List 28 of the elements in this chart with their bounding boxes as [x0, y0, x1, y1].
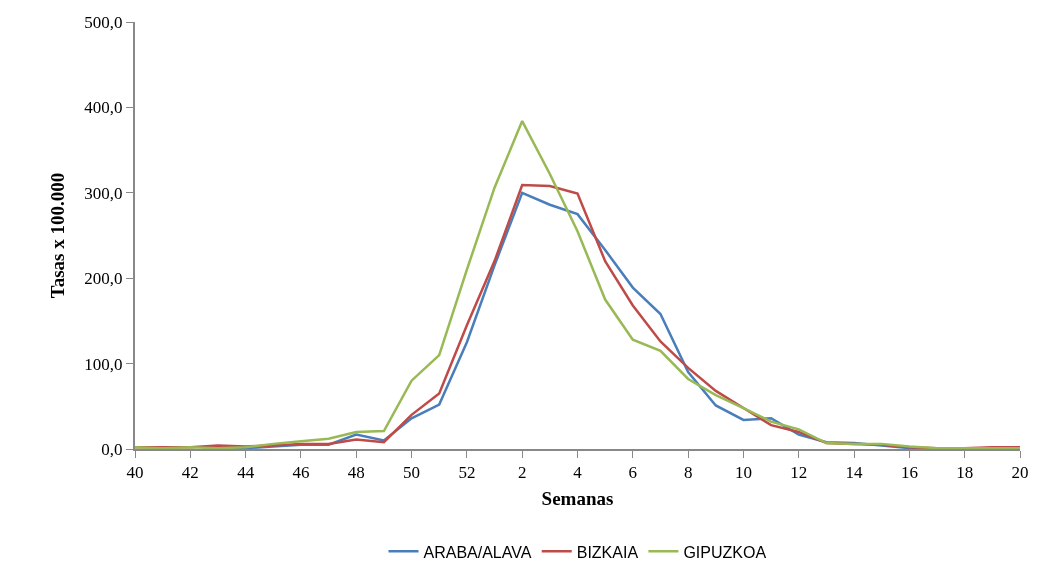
x-tick-label: 6: [628, 463, 638, 483]
x-tick-label: 16: [900, 463, 918, 483]
x-tick-label: 50: [403, 463, 421, 483]
x-tick-label: 44: [237, 463, 255, 483]
x-axis-title: Semanas: [541, 487, 614, 509]
x-tick-label: 2: [517, 463, 527, 483]
x-tick-label: 42: [181, 463, 199, 483]
x-tick-label: 48: [347, 463, 365, 483]
legend-label: ARABA/ALAVA: [423, 543, 532, 561]
legend-label: BIZKAIA: [576, 543, 639, 561]
y-tick-label: 300,0: [84, 183, 123, 203]
y-tick-label: 0,0: [101, 439, 123, 459]
x-tick-label: 14: [845, 463, 864, 483]
x-tick-label: 10: [734, 463, 752, 483]
x-tick-label: 18: [956, 463, 974, 483]
y-tick-label: 500,0: [84, 12, 123, 32]
y-tick-label: 400,0: [84, 98, 123, 118]
x-tick-label: 4: [573, 463, 583, 483]
x-tick-label: 46: [292, 463, 310, 483]
y-axis-title: Tasas x 100.000: [46, 172, 68, 299]
x-tick-label: 52: [458, 463, 476, 483]
y-tick-label: 200,0: [84, 269, 123, 289]
legend-label: GIPUZKOA: [683, 543, 767, 561]
y-tick-label: 100,0: [84, 354, 123, 374]
x-tick-label: 12: [790, 463, 808, 483]
x-tick-label: 8: [683, 463, 693, 483]
x-tick-label: 40: [126, 463, 144, 483]
x-tick-label: 20: [1011, 463, 1029, 483]
